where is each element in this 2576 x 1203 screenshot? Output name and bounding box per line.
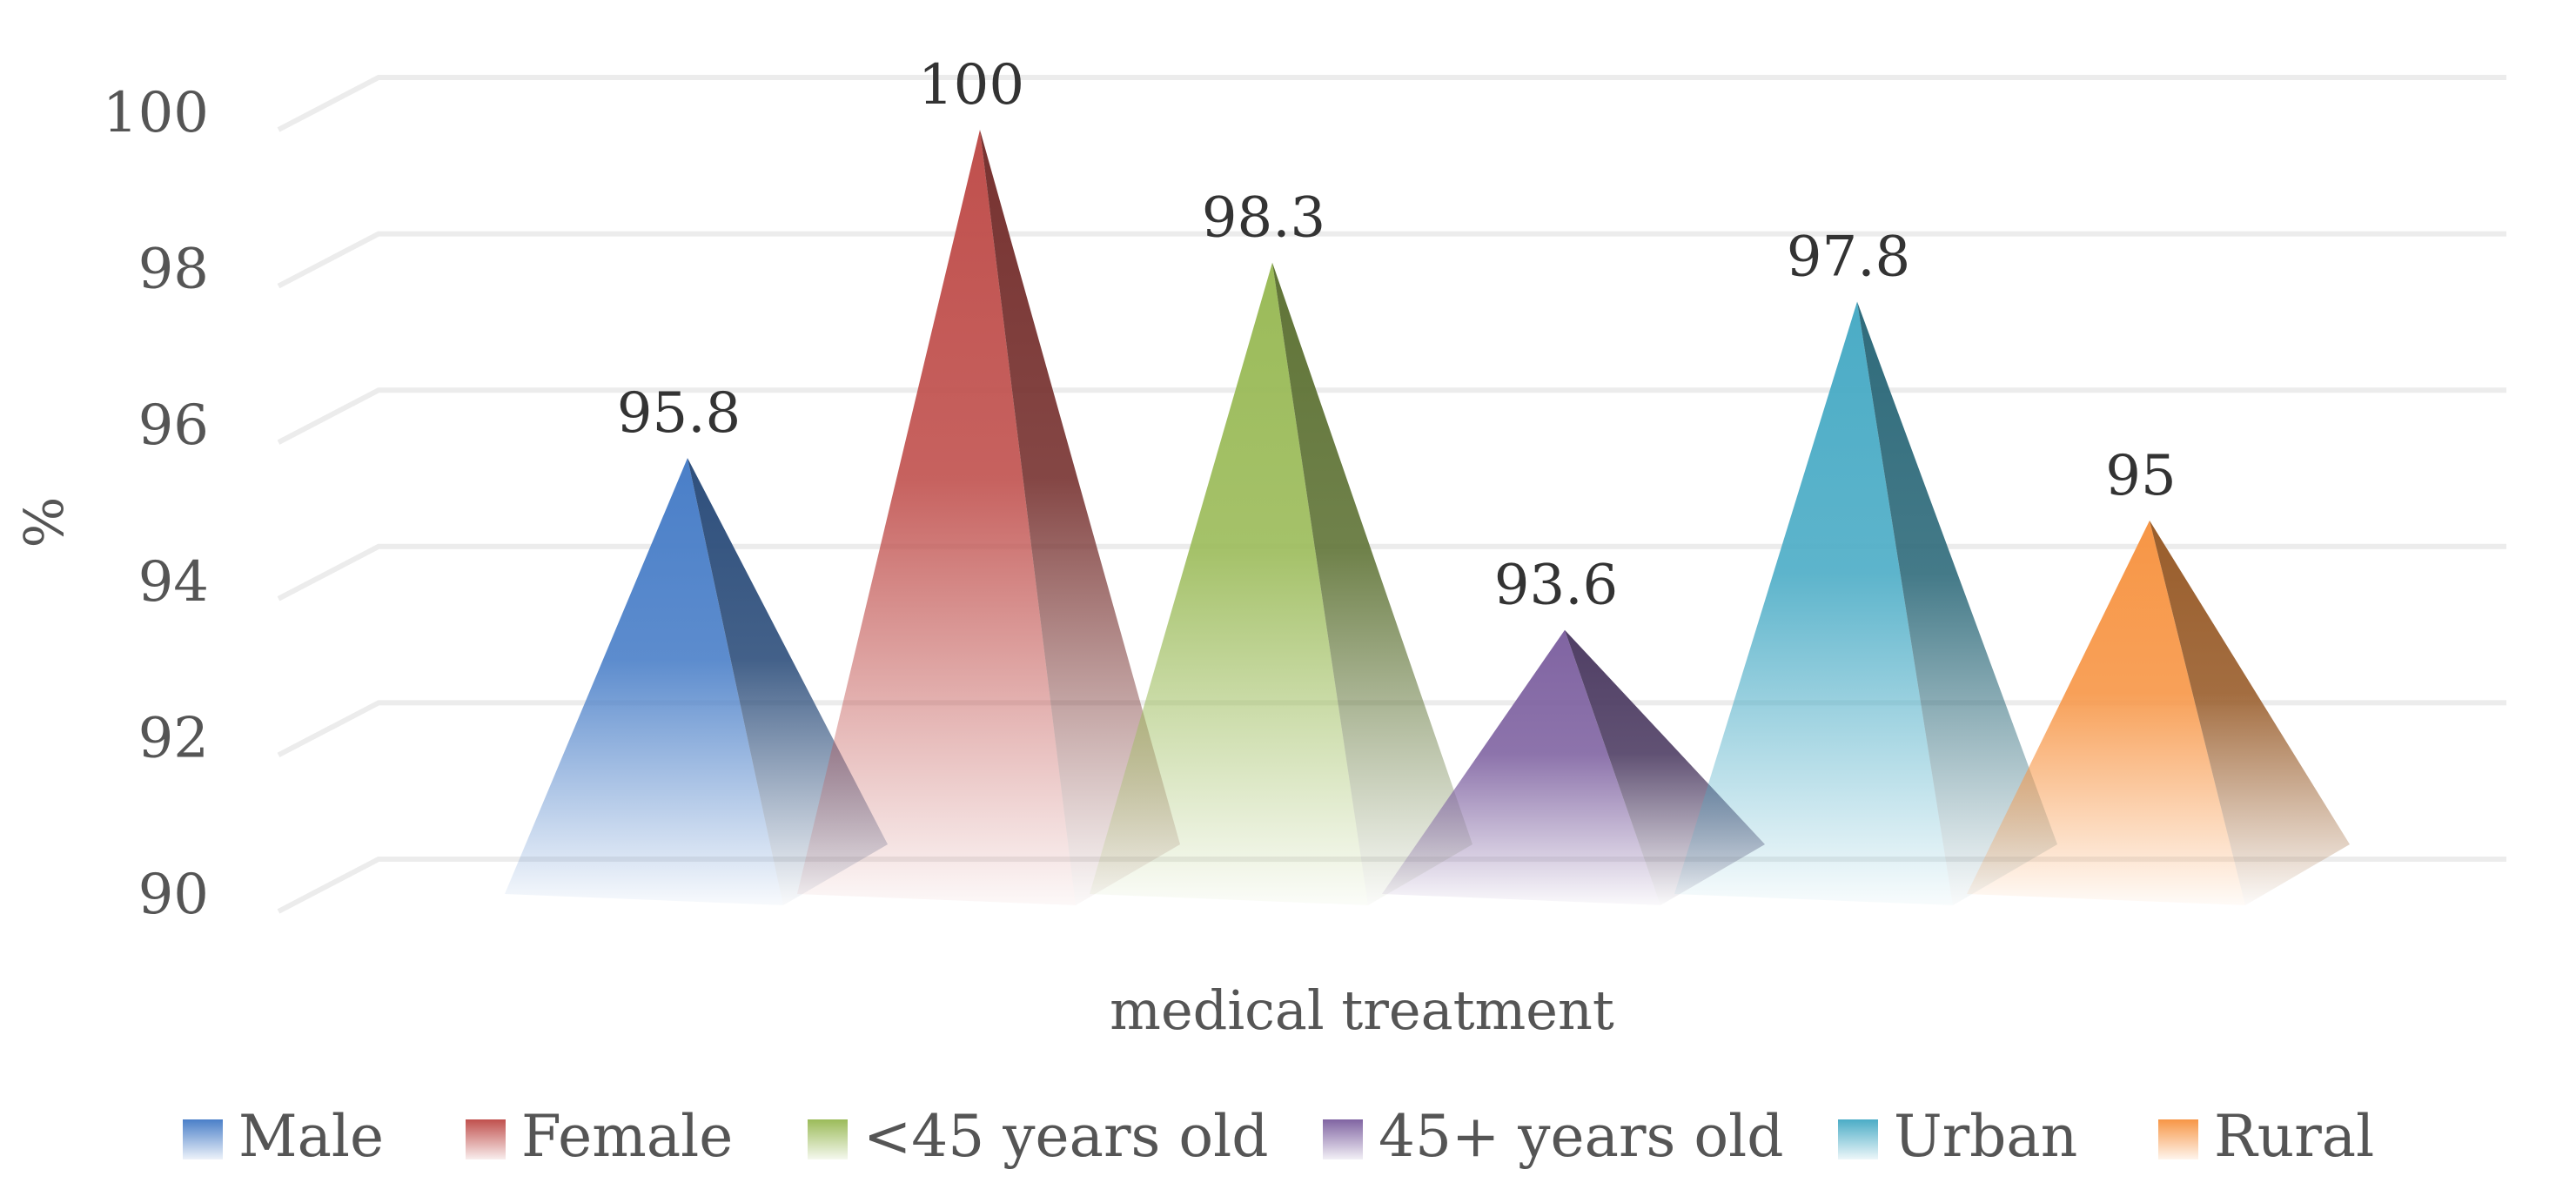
legend-swatch [1323,1119,1363,1159]
legend-item: Female [466,1103,733,1170]
data-labels: 95.8 100 98.3 93.6 97.8 95 [617,53,2177,618]
pyramid-bar [797,130,1180,905]
legend-item: Male [183,1103,384,1170]
pyramid-face-dark [1272,262,1472,905]
legend-swatch [466,1119,506,1159]
legend-label: Male [238,1103,384,1170]
y-axis-label: % [12,497,76,548]
pyramid-face-light [1967,521,2245,905]
legend-label: Rural [2214,1103,2374,1170]
legend-label: 45+ years old [1379,1103,1783,1170]
y-tick-label: 90 [138,863,209,927]
y-tick-label: 96 [138,393,209,458]
y-tick-label: 94 [138,550,209,615]
data-label: 98.3 [1202,186,1326,251]
pyramid-face-light [1674,301,1953,905]
legend-swatch [1838,1119,1878,1159]
pyramid-bar [1674,301,2057,905]
pyramid-face-dark [1857,301,2057,905]
gridline [277,75,2506,132]
legend-item: 45+ years old [1323,1103,1783,1170]
legend-item: Rural [2158,1103,2374,1170]
data-label: 97.8 [1787,225,1911,290]
pyramid-face-light [797,130,1076,905]
legend-label: <45 years old [863,1103,1268,1170]
pyramid-face-light [1090,262,1368,905]
legend-item: <45 years old [808,1103,1268,1170]
pyramid-bar [1090,262,1472,905]
legend-label: Female [521,1103,733,1170]
legend-swatch [808,1119,848,1159]
data-label: 95.8 [617,381,741,446]
pyramid-face-light [1382,629,1660,905]
y-axis-ticks: 90 92 94 96 98 100 [103,81,209,927]
y-tick-label: 98 [138,238,209,302]
gridline [277,387,2506,445]
pyramid-face-dark [2150,521,2350,905]
x-axis-label: medical treatment [1110,978,1614,1042]
legend-swatch [183,1119,223,1159]
legend-label: Urban [1894,1103,2077,1170]
y-tick-label: 100 [103,81,209,145]
data-label: 95 [2105,444,2176,508]
pyramid-face-dark [980,130,1180,905]
gridline [277,231,2506,289]
legend-swatch [2158,1119,2198,1159]
legend: Male Female <45 years old 45+ years old Urba… [183,1103,2374,1170]
y-tick-label: 92 [138,706,209,770]
pyramid-bar [1967,521,2350,905]
pyramid-face-light [505,458,783,905]
pyramids [505,130,2350,905]
data-label: 100 [918,53,1024,118]
data-label: 93.6 [1494,554,1619,618]
legend-item: Urban [1838,1103,2077,1170]
